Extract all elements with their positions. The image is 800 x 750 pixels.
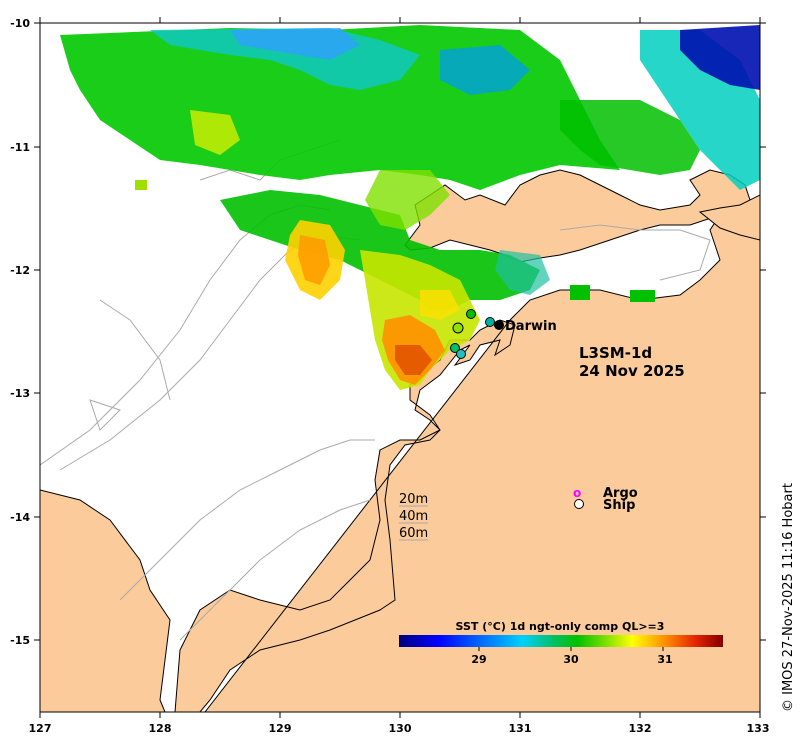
argo-symbol: o [573, 486, 581, 500]
legend-argo-label: Argo [603, 486, 638, 501]
colorbar-tick-label: 31 [657, 653, 672, 666]
x-tick-label: 129 [269, 722, 292, 735]
colorbar-title: SST (°C) 1d ngt-only comp QL>=3 [456, 620, 665, 633]
legend-ship-label: Ship [603, 498, 635, 513]
colorbar-tick-label: 30 [563, 653, 579, 666]
y-tick-label: -11 [10, 141, 30, 154]
ship-symbol [574, 499, 584, 509]
contour-label: 60m [399, 526, 428, 541]
contour-label: 20m [399, 492, 428, 507]
colorbar-tick-label: 29 [471, 653, 486, 666]
x-tick-label: 131 [509, 722, 532, 735]
x-tick-label: 132 [629, 722, 652, 735]
y-tick-label: -15 [10, 634, 30, 647]
city-label: Darwin [505, 319, 557, 334]
x-tick-label: 128 [149, 722, 172, 735]
colorbar-ticks [478, 647, 664, 651]
axis-ticks [34, 17, 766, 718]
y-tick-label: -13 [10, 387, 30, 400]
land-cobourg [698, 194, 760, 241]
colorbar [399, 635, 723, 647]
sst-field [60, 25, 760, 390]
y-tick-label: -12 [10, 264, 30, 277]
darwin-marker [494, 320, 504, 330]
contour-label: 40m [399, 509, 428, 524]
product-label: L3SM-1d [579, 344, 652, 362]
x-tick-label: 133 [747, 722, 770, 735]
product-date: 24 Nov 2025 [579, 362, 685, 380]
credit-text: © IMOS 27-Nov-2025 11:16 Hobart [781, 483, 796, 712]
ship-observations [450, 309, 495, 359]
y-tick-label: -10 [10, 17, 30, 30]
y-tick-label: -14 [10, 511, 30, 524]
x-tick-label: 127 [29, 722, 52, 735]
x-tick-label: 130 [389, 722, 412, 735]
